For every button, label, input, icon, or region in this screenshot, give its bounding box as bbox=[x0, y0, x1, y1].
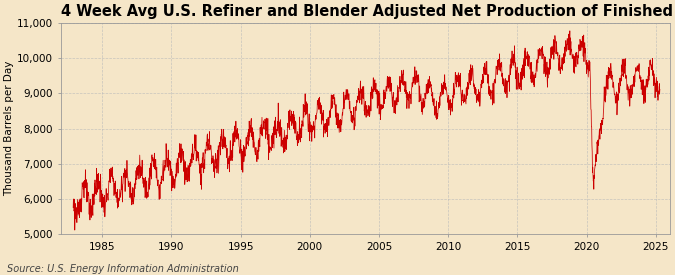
Text: Source: U.S. Energy Information Administration: Source: U.S. Energy Information Administ… bbox=[7, 264, 238, 274]
Text: 4 Week Avg U.S. Refiner and Blender Adjusted Net Production of Finished Motor Ga: 4 Week Avg U.S. Refiner and Blender Adju… bbox=[61, 4, 675, 19]
Y-axis label: Thousand Barrels per Day: Thousand Barrels per Day bbox=[4, 61, 14, 196]
